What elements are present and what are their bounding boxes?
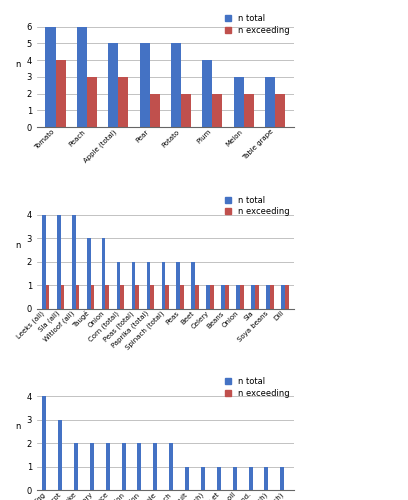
Bar [72, 215, 75, 308]
Bar [206, 285, 210, 308]
Bar [265, 77, 275, 127]
Bar [251, 285, 255, 308]
Bar [180, 285, 184, 308]
Bar [285, 285, 288, 308]
Bar [42, 215, 46, 308]
Bar [77, 26, 87, 127]
Bar [225, 285, 229, 308]
Bar [87, 77, 97, 127]
Bar [162, 262, 165, 308]
Bar [185, 466, 189, 490]
Bar [181, 94, 191, 127]
Bar [132, 262, 135, 308]
Bar [266, 285, 270, 308]
Bar [42, 396, 46, 490]
Bar [255, 285, 259, 308]
Bar [57, 215, 61, 308]
Legend: n total, n exceeding: n total, n exceeding [225, 14, 290, 34]
Bar [105, 285, 109, 308]
Bar [264, 466, 268, 490]
Bar [46, 285, 49, 308]
Bar [217, 466, 221, 490]
Bar [120, 285, 124, 308]
Bar [87, 238, 91, 308]
Bar [236, 285, 240, 308]
Bar [233, 77, 244, 127]
Bar [233, 466, 237, 490]
Bar [122, 443, 126, 490]
Bar [90, 443, 94, 490]
Bar [248, 466, 253, 490]
Bar [55, 60, 66, 127]
Bar [140, 44, 150, 127]
Bar [176, 262, 180, 308]
Bar [74, 443, 78, 490]
Bar [165, 285, 169, 308]
Bar [212, 94, 222, 127]
Bar [281, 285, 285, 308]
Y-axis label: n: n [16, 422, 21, 432]
Bar [169, 443, 173, 490]
Y-axis label: n: n [16, 60, 21, 68]
Y-axis label: n: n [16, 241, 21, 250]
Bar [117, 262, 120, 308]
Bar [240, 285, 244, 308]
Bar [102, 238, 105, 308]
Bar [135, 285, 139, 308]
Bar [58, 420, 62, 490]
Bar [201, 466, 205, 490]
Bar [270, 285, 274, 308]
Bar [244, 94, 254, 127]
Bar [108, 44, 118, 127]
Bar [150, 285, 154, 308]
Bar [221, 285, 225, 308]
Bar [137, 443, 142, 490]
Bar [61, 285, 64, 308]
Legend: n total, n exceeding: n total, n exceeding [225, 377, 290, 398]
Bar [150, 94, 160, 127]
Bar [46, 26, 55, 127]
Bar [275, 94, 285, 127]
Bar [91, 285, 94, 308]
Bar [171, 44, 181, 127]
Legend: n total, n exceeding: n total, n exceeding [225, 196, 290, 216]
Bar [280, 466, 284, 490]
Bar [210, 285, 214, 308]
Bar [146, 262, 150, 308]
Bar [195, 285, 199, 308]
Bar [153, 443, 157, 490]
Bar [202, 60, 212, 127]
Bar [118, 77, 128, 127]
Bar [106, 443, 110, 490]
Bar [75, 285, 79, 308]
Bar [191, 262, 195, 308]
